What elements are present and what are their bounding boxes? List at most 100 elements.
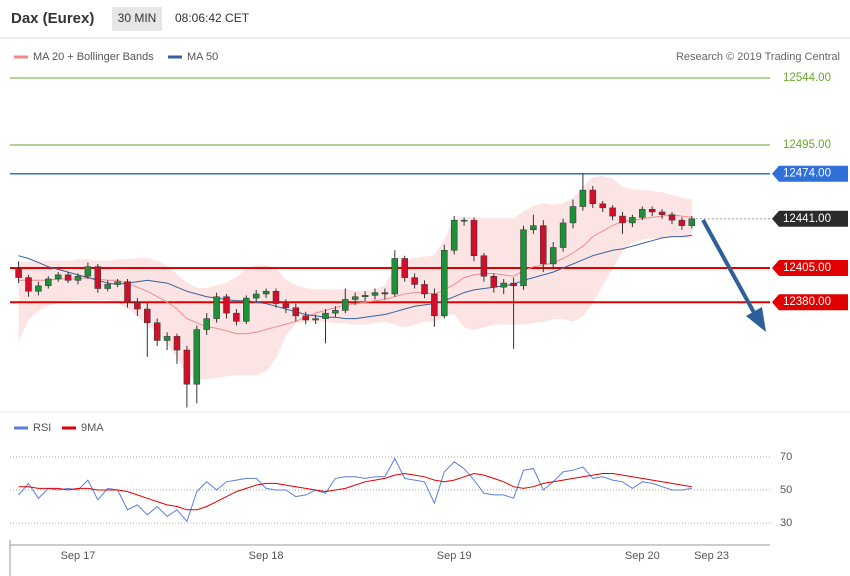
candle-body: [441, 250, 448, 317]
candle-body: [262, 291, 270, 295]
plot: 12544.00 12495.00 12474.00 12441.00 12405.00…: [10, 51, 848, 562]
candle-body: [411, 277, 418, 285]
candle-body: [688, 218, 696, 226]
candle-body: [173, 336, 181, 351]
ma50-line: [18, 234, 692, 320]
band-lower: [18, 236, 692, 380]
candle-body: [480, 255, 488, 277]
candle-body: [351, 296, 359, 300]
candle-body: [431, 293, 438, 317]
candle-body: [94, 266, 102, 289]
candle-body: [470, 219, 478, 256]
candle-body: [569, 206, 577, 224]
candle-body: [134, 301, 141, 310]
candle-body: [243, 297, 250, 322]
candle-body: [114, 281, 121, 285]
clock: 08:06:42 CET: [175, 11, 250, 25]
level-label: 12441.00: [783, 213, 831, 225]
x-tick-label: Sep 23: [694, 550, 729, 562]
forecast-arrow: [701, 219, 759, 319]
y-tick-label: 70: [780, 451, 792, 463]
interval-button[interactable]: [112, 7, 162, 31]
candle-body: [183, 349, 191, 385]
candle-body: [252, 293, 260, 299]
candle-body: [25, 277, 32, 292]
candle-body: [559, 222, 567, 248]
x-tick-label: Sep 19: [437, 550, 472, 562]
level-label: 12495.00: [783, 139, 831, 151]
candle-body: [342, 299, 349, 311]
candle-body: [540, 225, 547, 265]
candle-body: [163, 336, 171, 341]
candle-body: [322, 312, 329, 319]
candle-body: [272, 291, 280, 304]
x-tick-label: Sep 18: [249, 550, 284, 562]
candle-body: [282, 303, 290, 308]
credit: Research © 2019 Trading Central: [676, 51, 840, 63]
candle-body: [233, 312, 240, 322]
candle-body: [500, 282, 507, 288]
candle-body: [401, 258, 408, 278]
legend-label: 9MA: [81, 422, 104, 434]
candle-body: [193, 329, 201, 385]
candle-body: [292, 307, 300, 317]
candle-body: [223, 296, 230, 314]
candle-body: [361, 295, 369, 297]
y-tick-label: 50: [780, 484, 792, 496]
x-tick-label: Sep 20: [625, 550, 660, 562]
level-box: [772, 165, 848, 182]
level-label: 12544.00: [783, 72, 831, 84]
candle-body: [15, 269, 22, 278]
candle-body: [45, 278, 52, 287]
candle-body: [579, 189, 587, 207]
candle-body: [144, 308, 151, 323]
x-tick-label: Sep 17: [61, 550, 96, 562]
candle-body: [213, 296, 220, 319]
candle-body: [510, 282, 517, 287]
candle-body: [371, 292, 379, 296]
candle-body: [450, 219, 458, 251]
candle-body: [104, 284, 111, 289]
rsi-line: [18, 472, 692, 511]
candle-body: [609, 207, 616, 217]
candle-body: [74, 275, 82, 281]
candle-body: [629, 217, 636, 224]
instrument-title: Dax (Eurex): [11, 10, 94, 27]
candle-body: [35, 285, 42, 292]
rsi-line: [18, 457, 692, 523]
candle-body: [658, 211, 666, 215]
legend-label: RSI: [33, 422, 51, 434]
candle-body: [54, 274, 62, 280]
candle-body: [391, 258, 399, 295]
candle-body: [460, 219, 468, 222]
level-label: 12474.00: [783, 168, 831, 180]
legend-label: MA 50: [187, 51, 218, 63]
candle-body: [549, 247, 557, 265]
interval-label[interactable]: 30 MIN: [118, 11, 157, 25]
candle-body: [84, 266, 92, 277]
level-box: [772, 294, 848, 311]
candle-body: [490, 275, 498, 288]
candle-body: [421, 284, 428, 295]
level-box: [772, 260, 848, 277]
legend-label: MA 20 + Bollinger Bands: [33, 51, 154, 63]
candle-body: [312, 318, 319, 321]
candle-body: [619, 215, 626, 224]
level-box: [772, 210, 848, 227]
forecast-arrow-head: [746, 307, 766, 332]
candle-body: [153, 322, 161, 341]
candle-body: [64, 274, 72, 281]
y-tick-label: 30: [780, 517, 792, 529]
candle-body: [530, 225, 537, 230]
candle-body: [648, 208, 656, 213]
candle-body: [599, 203, 606, 209]
candle-body: [520, 229, 527, 287]
candle-body: [639, 208, 646, 218]
candle-body: [589, 189, 597, 205]
candle-body: [668, 214, 676, 221]
candle-body: [332, 310, 339, 314]
level-label: 12405.00: [783, 262, 831, 274]
candle-body: [124, 281, 131, 303]
candle-body: [678, 219, 686, 226]
